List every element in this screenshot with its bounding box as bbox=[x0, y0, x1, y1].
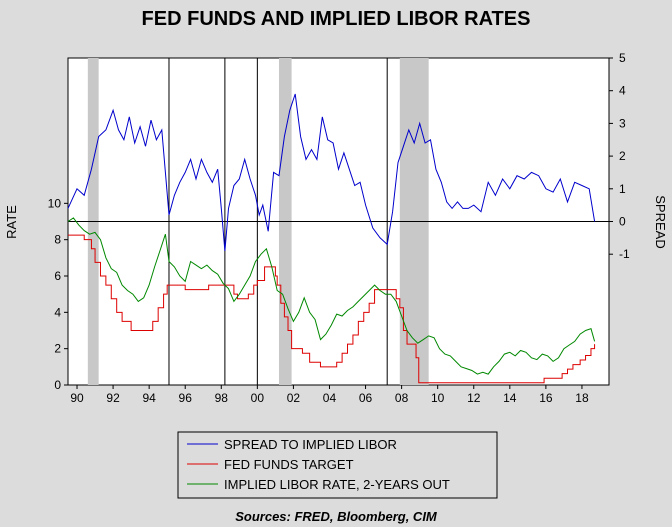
y-left-tick-label-2: 4 bbox=[54, 305, 61, 319]
x-tick-label-12: 14 bbox=[503, 391, 517, 405]
x-tick-label-8: 06 bbox=[359, 391, 373, 405]
series-line-1 bbox=[68, 234, 596, 384]
x-tick-label-4: 98 bbox=[215, 391, 229, 405]
series-line-2 bbox=[67, 217, 596, 375]
x-tick-label-10: 10 bbox=[431, 391, 445, 405]
series-lines bbox=[67, 93, 596, 384]
y-axis-left: 0 2 4 6 8 10 bbox=[48, 196, 68, 392]
x-axis: 90 92 94 96 98 00 02 04 06 08 10 12 14 16 18 bbox=[70, 385, 589, 405]
x-tick-label-13: 16 bbox=[539, 391, 553, 405]
legend-box bbox=[177, 431, 498, 499]
chart-title: FED FUNDS AND IMPLIED LIBOR RATES bbox=[142, 8, 531, 30]
y-right-tick-label-4: 3 bbox=[619, 116, 626, 130]
legend-label-2: IMPLIED LIBOR RATE, 2-YEARS OUT bbox=[224, 477, 450, 492]
x-tick-label-14: 18 bbox=[575, 391, 589, 405]
x-tick-label-1: 92 bbox=[106, 391, 120, 405]
x-tick-label-6: 02 bbox=[287, 391, 301, 405]
plot-area bbox=[67, 57, 610, 386]
x-tick-label-0: 90 bbox=[70, 391, 84, 405]
y-left-tick-label-1: 2 bbox=[54, 342, 61, 356]
legend-label-1: FED FUNDS TARGET bbox=[224, 457, 354, 472]
x-tick-label-9: 08 bbox=[395, 391, 409, 405]
y-right-tick-label-2: 1 bbox=[619, 182, 626, 196]
x-tick-label-7: 04 bbox=[323, 391, 337, 405]
y-axis-left-title: RATE bbox=[4, 205, 19, 239]
x-tick-label-3: 96 bbox=[179, 391, 193, 405]
y-left-tick-label-0: 0 bbox=[54, 378, 61, 392]
y-right-tick-label-3: 2 bbox=[619, 149, 626, 163]
legend: SPREAD TO IMPLIED LIBOR FED FUNDS TARGET I… bbox=[177, 431, 498, 499]
y-left-tick-label-3: 6 bbox=[54, 269, 61, 283]
y-axis-right: -1 0 1 2 3 4 5 bbox=[609, 51, 630, 261]
y-left-tick-label-4: 8 bbox=[54, 233, 61, 247]
y-right-tick-label-0: -1 bbox=[619, 247, 630, 261]
series-line-0 bbox=[67, 93, 596, 251]
source-note: Sources: FRED, Bloomberg, CIM bbox=[235, 509, 438, 524]
y-right-tick-label-1: 0 bbox=[619, 215, 626, 229]
y-left-tick-label-5: 10 bbox=[48, 196, 62, 210]
x-tick-label-5: 00 bbox=[251, 391, 265, 405]
y-right-tick-label-6: 5 bbox=[619, 51, 626, 65]
x-tick-label-2: 94 bbox=[142, 391, 156, 405]
y-right-tick-label-5: 4 bbox=[619, 84, 626, 98]
legend-label-0: SPREAD TO IMPLIED LIBOR bbox=[224, 437, 397, 452]
x-tick-label-11: 12 bbox=[467, 391, 481, 405]
y-axis-right-title: SPREAD bbox=[653, 195, 668, 248]
